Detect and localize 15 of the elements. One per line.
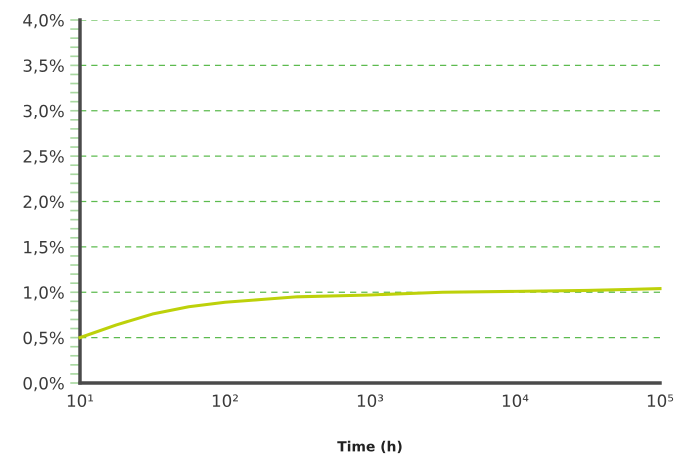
y-tick-label: 3,5%: [24, 59, 64, 74]
x-tick-label: 10¹: [68, 394, 94, 408]
y-tick-label: 0,5%: [23, 332, 64, 346]
y-tick-label: 1,0%: [24, 286, 64, 301]
x-axis-title: Time (h): [337, 440, 402, 454]
x-tick-label: 10⁴: [502, 394, 528, 408]
y-tick-label: 4,0%: [23, 14, 64, 28]
y-tick-label: 3,0%: [24, 104, 64, 120]
y-tick-label: 2,5%: [24, 150, 64, 164]
x-tick-label: 10⁵: [648, 394, 674, 408]
y-tick-label: 0,0%: [23, 376, 64, 392]
x-tick-label: 10²: [212, 394, 238, 408]
x-tick-label: 10³: [358, 394, 384, 408]
y-tick-label: 2,0%: [24, 195, 64, 210]
y-tick-label: 1,5%: [24, 240, 64, 256]
